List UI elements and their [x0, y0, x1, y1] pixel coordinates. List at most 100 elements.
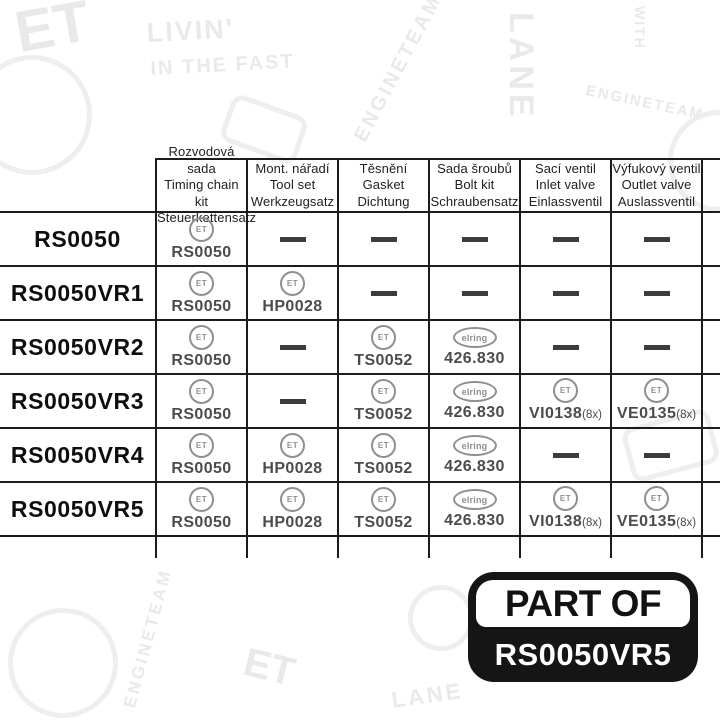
- watermark-word: ENGINETEAM: [120, 566, 176, 710]
- empty-cell: [246, 213, 337, 267]
- empty-cell: [428, 267, 519, 321]
- part-cell: ET RS0050: [155, 267, 246, 321]
- empty-cell: [519, 267, 610, 321]
- header-line-de: Einlassventil: [528, 193, 603, 209]
- part-cell: ET RS0050: [155, 213, 246, 267]
- watermark-word: IN THE FAST: [150, 50, 296, 80]
- watermark-word: ENGINETEAM: [350, 0, 447, 146]
- header-line-en: Gasket: [362, 177, 405, 193]
- engineteam-logo-icon: ET: [189, 487, 214, 512]
- part-code: TS0052: [354, 406, 413, 423]
- watermark-wheel-icon: [0, 55, 92, 175]
- part-cell: ET HP0028: [246, 483, 337, 537]
- dash-icon: [643, 344, 670, 350]
- empty-cell: [428, 213, 519, 267]
- part-cell: ET RS0050: [155, 483, 246, 537]
- engineteam-logo-icon: ET: [280, 487, 305, 512]
- elring-logo-icon: elring: [452, 327, 497, 348]
- engineteam-logo-icon: ET: [189, 433, 214, 458]
- dash-icon: [279, 236, 306, 242]
- engineteam-logo-icon: ET: [371, 433, 396, 458]
- dash-icon: [643, 452, 670, 458]
- part-code: TS0052: [354, 514, 413, 531]
- part-cell: ET RS0050: [155, 429, 246, 483]
- empty-cell: [337, 267, 428, 321]
- header-line-en: Inlet valve: [535, 177, 596, 193]
- row-edge-filler: [701, 429, 720, 483]
- watermark-word: LANE: [502, 12, 540, 121]
- engineteam-logo-icon: ET: [553, 378, 578, 403]
- header-line-cs: Těsnění: [359, 160, 408, 176]
- header-line-en: Bolt kit: [454, 177, 495, 193]
- stub-edge-filler: [701, 537, 720, 558]
- watermark-word: ET: [239, 640, 300, 696]
- part-qty: (8x): [582, 409, 602, 421]
- header-line-cs: Sací ventil: [534, 160, 597, 176]
- part-code: RS0050: [171, 298, 232, 315]
- watermark-word: LANE: [390, 677, 465, 713]
- dash-icon: [552, 236, 579, 242]
- row-edge-filler: [701, 375, 720, 429]
- compatibility-table: Rozvodová sada Timing chain kit Steuerke…: [0, 144, 720, 558]
- badge-title: PART OF: [476, 580, 690, 627]
- empty-cell: [246, 375, 337, 429]
- dash-icon: [643, 236, 670, 242]
- watermark-word: LIVIN': [146, 13, 235, 48]
- table-row: RS0050VR2 ET RS0050 ET TS0052 elring 426…: [0, 321, 720, 375]
- row-label: RS0050VR1: [0, 267, 155, 321]
- engineteam-logo-icon: ET: [280, 271, 305, 296]
- dash-icon: [552, 290, 579, 296]
- part-code: HP0028: [262, 298, 323, 315]
- elring-logo-icon: elring: [452, 435, 497, 456]
- engineteam-logo-icon: ET: [189, 217, 214, 242]
- table-row: RS0050VR5 ET RS0050 ET HP0028 ET TS0052 …: [0, 483, 720, 537]
- part-cell: ET VE0135(8x): [610, 375, 701, 429]
- part-cell: ET TS0052: [337, 321, 428, 375]
- part-qty: (8x): [676, 517, 697, 529]
- part-code: HP0028: [262, 514, 323, 531]
- dash-icon: [643, 290, 670, 296]
- part-code: 426.830: [444, 350, 505, 367]
- table-header-row: Rozvodová sada Timing chain kit Steuerke…: [0, 144, 720, 225]
- part-code: HP0028: [262, 460, 323, 477]
- engineteam-logo-icon: ET: [280, 433, 305, 458]
- engineteam-logo-icon: ET: [553, 486, 578, 511]
- part-cell: ET RS0050: [155, 375, 246, 429]
- row-label: RS0050VR3: [0, 375, 155, 429]
- part-code: VI0138(8x): [529, 513, 602, 530]
- engineteam-logo-icon: ET: [644, 378, 669, 403]
- part-cell: elring 426.830: [428, 483, 519, 537]
- part-code: VE0135(8x): [616, 405, 697, 422]
- engineteam-logo-icon: ET: [371, 379, 396, 404]
- part-code: TS0052: [354, 460, 413, 477]
- dash-icon: [370, 236, 397, 242]
- dash-icon: [461, 236, 488, 242]
- part-qty: (8x): [582, 517, 602, 529]
- engineteam-logo-icon: ET: [189, 325, 214, 350]
- row-label: RS0050VR4: [0, 429, 155, 483]
- dash-icon: [370, 290, 397, 296]
- part-cell: ET HP0028: [246, 429, 337, 483]
- part-code: VI0138(8x): [529, 405, 602, 422]
- engineteam-logo-icon: ET: [371, 325, 396, 350]
- empty-cell: [610, 321, 701, 375]
- part-code: RS0050: [171, 352, 232, 369]
- stub-cell: [610, 537, 701, 558]
- part-of-badge: PART OF RS0050VR5: [468, 572, 698, 682]
- part-qty: (8x): [676, 409, 697, 421]
- part-cell: ET VI0138(8x): [519, 483, 610, 537]
- table-row: RS0050VR4 ET RS0050 ET HP0028 ET TS0052 …: [0, 429, 720, 483]
- part-cell: ET VE0135(8x): [610, 483, 701, 537]
- dash-icon: [461, 290, 488, 296]
- engineteam-logo-icon: ET: [644, 486, 669, 511]
- watermark-word: ENGINETEAM: [584, 82, 706, 124]
- empty-cell: [337, 213, 428, 267]
- part-cell: ET TS0052: [337, 375, 428, 429]
- part-code: RS0050: [171, 244, 232, 261]
- watermark-word: WITH: [632, 6, 648, 50]
- dash-icon: [279, 344, 306, 350]
- empty-cell: [246, 321, 337, 375]
- header-line-cs: Sada šroubů: [437, 160, 512, 176]
- part-code: RS0050: [171, 406, 232, 423]
- header-line-en: Timing chain kit: [164, 177, 239, 209]
